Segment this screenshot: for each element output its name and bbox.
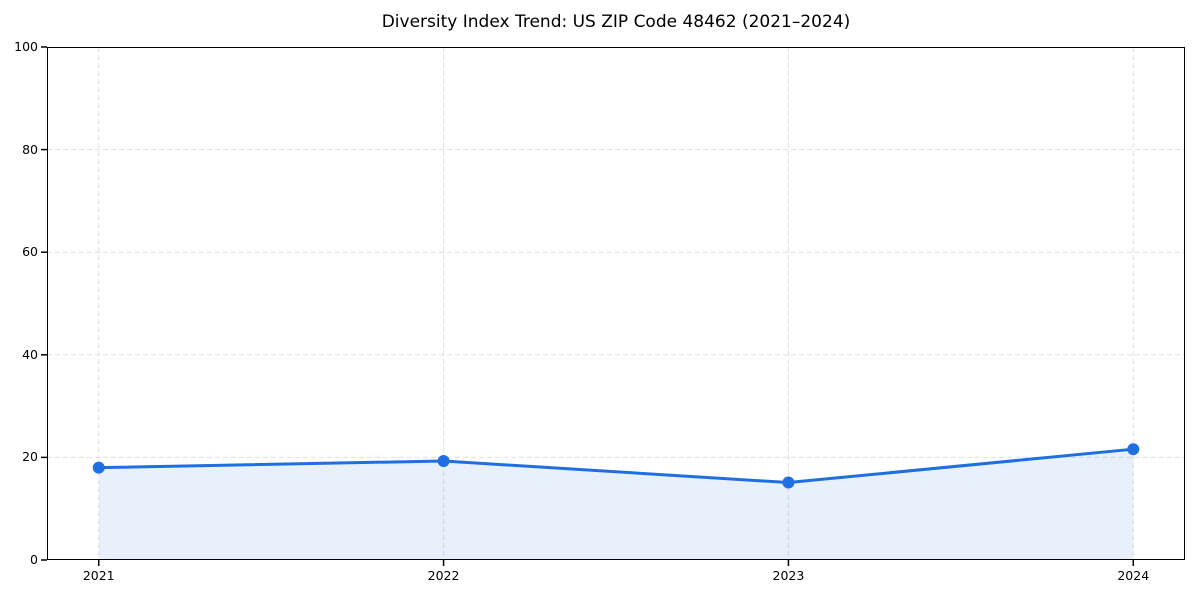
y-tick-label: 80 (22, 141, 38, 157)
area-fill (98, 449, 1134, 560)
x-tick-label: 2024 (1117, 568, 1150, 583)
x-tick-label: 2022 (427, 568, 460, 583)
x-tick-label: 2023 (772, 568, 805, 583)
y-tick-label: 0 (30, 552, 38, 567)
x-tick-label: 2021 (82, 568, 115, 583)
y-tick-label: 40 (22, 346, 38, 362)
chart-canvas (41, 46, 1185, 566)
y-tick-label: 60 (22, 244, 38, 260)
trend-line (97, 447, 1135, 485)
data-point-2022 (437, 454, 450, 467)
chart-title: Diversity Index Trend: US ZIP Code 48462… (381, 12, 851, 32)
data-point-2023 (782, 476, 795, 489)
y-tick-label: 20 (22, 449, 38, 465)
data-point-2021 (92, 461, 105, 474)
y-tick-label: 100 (14, 39, 38, 54)
plot-area (41, 46, 1185, 566)
data-point-2024 (1127, 443, 1140, 456)
